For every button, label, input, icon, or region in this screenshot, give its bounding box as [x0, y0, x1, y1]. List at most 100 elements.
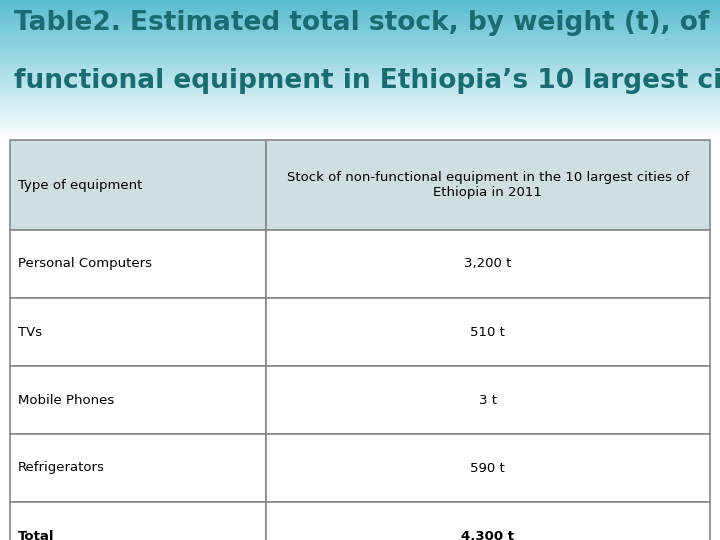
- Bar: [0, 17, 720, 18]
- Bar: [0, 4, 720, 5]
- Bar: [0, 29, 720, 31]
- Text: Personal Computers: Personal Computers: [18, 258, 152, 271]
- Text: 590 t: 590 t: [470, 462, 505, 475]
- Text: 3 t: 3 t: [479, 394, 497, 407]
- Bar: [0, 129, 720, 130]
- Bar: [0, 99, 720, 101]
- Bar: [0, 64, 720, 66]
- Bar: [266, 502, 710, 540]
- Bar: [10, 230, 266, 298]
- Bar: [0, 48, 720, 49]
- Bar: [0, 9, 720, 10]
- Bar: [0, 91, 720, 92]
- Bar: [0, 136, 720, 137]
- Bar: [0, 116, 720, 118]
- Bar: [0, 60, 720, 62]
- Bar: [0, 35, 720, 36]
- Bar: [0, 66, 720, 67]
- Bar: [0, 108, 720, 109]
- Bar: [0, 87, 720, 88]
- Bar: [0, 57, 720, 59]
- Bar: [0, 56, 720, 57]
- Bar: [0, 7, 720, 9]
- Bar: [0, 71, 720, 73]
- Bar: [0, 40, 720, 42]
- Bar: [0, 22, 720, 24]
- Bar: [0, 84, 720, 85]
- Bar: [0, 21, 720, 22]
- Bar: [0, 104, 720, 105]
- Bar: [0, 98, 720, 99]
- Bar: [0, 112, 720, 113]
- Bar: [0, 115, 720, 116]
- Bar: [0, 74, 720, 76]
- Bar: [0, 111, 720, 112]
- Bar: [0, 73, 720, 74]
- Bar: [0, 55, 720, 56]
- Bar: [0, 133, 720, 134]
- Bar: [0, 76, 720, 77]
- Bar: [0, 109, 720, 111]
- Bar: [0, 52, 720, 53]
- Bar: [0, 69, 720, 70]
- Bar: [10, 502, 266, 540]
- Text: Table2. Estimated total stock, by weight (t), of non-: Table2. Estimated total stock, by weight…: [14, 10, 720, 36]
- Bar: [0, 62, 720, 63]
- Bar: [0, 122, 720, 123]
- Bar: [266, 298, 710, 366]
- Text: Type of equipment: Type of equipment: [18, 179, 143, 192]
- Bar: [10, 140, 266, 230]
- Bar: [0, 19, 720, 21]
- Bar: [0, 127, 720, 129]
- Bar: [0, 83, 720, 84]
- Bar: [0, 24, 720, 25]
- Bar: [0, 42, 720, 43]
- Bar: [0, 25, 720, 26]
- Bar: [0, 123, 720, 125]
- Bar: [0, 81, 720, 83]
- Bar: [0, 140, 720, 540]
- Bar: [0, 126, 720, 127]
- Bar: [0, 38, 720, 39]
- Bar: [0, 36, 720, 38]
- Text: 510 t: 510 t: [470, 326, 505, 339]
- Bar: [0, 53, 720, 55]
- Text: Mobile Phones: Mobile Phones: [18, 394, 114, 407]
- Bar: [0, 134, 720, 136]
- Bar: [0, 11, 720, 12]
- Bar: [0, 94, 720, 95]
- Bar: [0, 90, 720, 91]
- Bar: [266, 230, 710, 298]
- Bar: [266, 434, 710, 502]
- Bar: [0, 43, 720, 45]
- Bar: [0, 137, 720, 139]
- Bar: [0, 0, 720, 2]
- Bar: [0, 125, 720, 126]
- Bar: [0, 39, 720, 40]
- Bar: [0, 31, 720, 32]
- Bar: [0, 16, 720, 17]
- Bar: [0, 77, 720, 78]
- Text: TVs: TVs: [18, 326, 42, 339]
- Bar: [0, 102, 720, 104]
- Text: 3,200 t: 3,200 t: [464, 258, 511, 271]
- Bar: [0, 120, 720, 122]
- Bar: [0, 92, 720, 94]
- Bar: [0, 80, 720, 81]
- Bar: [0, 67, 720, 69]
- Text: 4,300 t: 4,300 t: [462, 530, 514, 540]
- Bar: [0, 130, 720, 132]
- Bar: [0, 26, 720, 28]
- Bar: [0, 119, 720, 120]
- Bar: [0, 50, 720, 52]
- Bar: [10, 434, 266, 502]
- Bar: [10, 366, 266, 434]
- Bar: [0, 97, 720, 98]
- Bar: [0, 18, 720, 19]
- Bar: [266, 140, 710, 230]
- Bar: [266, 366, 710, 434]
- Bar: [0, 12, 720, 14]
- Bar: [0, 113, 720, 115]
- Bar: [0, 28, 720, 29]
- Bar: [0, 85, 720, 87]
